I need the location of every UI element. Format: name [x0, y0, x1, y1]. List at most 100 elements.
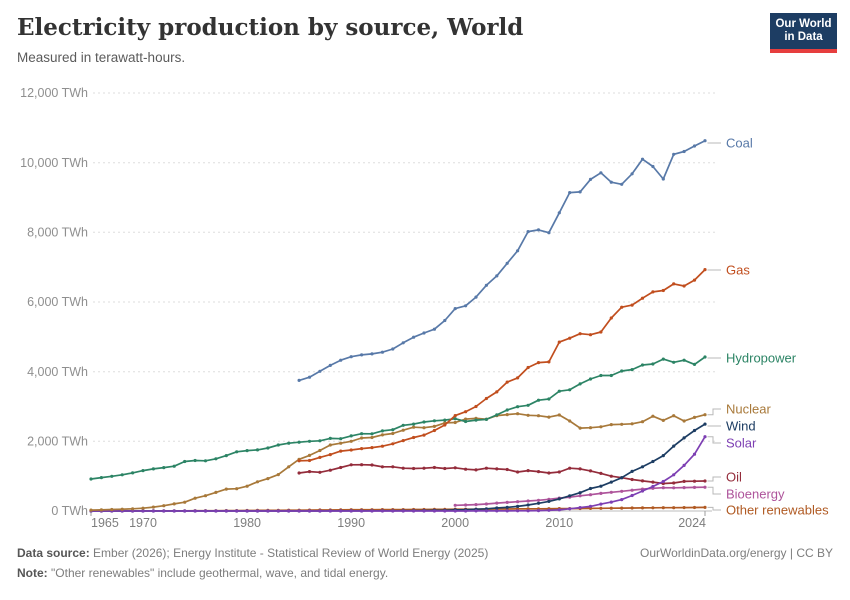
data-point-coal — [692, 144, 697, 148]
data-point-wind — [661, 454, 665, 458]
data-point-hydropower — [224, 454, 228, 458]
data-point-wind — [620, 476, 624, 480]
data-point-coal — [703, 139, 707, 143]
data-point-nuclear — [141, 506, 145, 510]
data-point-nuclear — [464, 417, 468, 421]
data-point-other-renewables — [609, 506, 613, 510]
data-point-solar — [380, 509, 384, 513]
data-point-nuclear — [276, 473, 280, 477]
data-point-gas — [318, 455, 322, 459]
series-gas[interactable] — [297, 268, 707, 463]
data-point-coal — [599, 171, 603, 175]
page-title: Electricity production by source, World — [17, 14, 524, 41]
data-point-wind — [578, 491, 582, 495]
data-point-hydropower — [536, 398, 541, 402]
data-point-solar — [484, 509, 488, 513]
series-oil[interactable] — [297, 463, 707, 486]
data-point-coal — [672, 152, 676, 156]
data-point-hydropower — [443, 418, 447, 422]
data-point-nuclear — [99, 508, 103, 512]
data-point-oil — [307, 470, 312, 474]
series-line-coal[interactable] — [298, 139, 706, 382]
series-solar[interactable] — [89, 435, 707, 513]
data-point-coal — [297, 378, 301, 382]
data-point-solar — [495, 509, 499, 513]
data-point-wind — [495, 506, 499, 510]
data-point-solar — [703, 435, 707, 439]
data-point-gas — [495, 390, 499, 394]
data-point-wind — [703, 422, 707, 426]
series-line-gas[interactable] — [298, 268, 706, 462]
data-point-oil — [318, 470, 322, 474]
data-point-hydropower — [287, 441, 291, 445]
note-text: "Other renewables" include geothermal, w… — [51, 566, 389, 580]
data-point-oil — [412, 466, 416, 471]
legend-label-wind[interactable]: Wind — [726, 419, 756, 434]
data-point-solar — [443, 509, 447, 513]
data-point-other-renewables — [703, 505, 707, 509]
data-point-gas — [432, 428, 436, 433]
data-point-wind — [682, 436, 686, 440]
data-point-bioenergy — [672, 486, 676, 490]
data-point-wind — [516, 504, 520, 508]
data-point-solar — [661, 479, 665, 484]
data-point-gas — [588, 333, 593, 337]
series-coal[interactable] — [297, 139, 707, 382]
data-point-bioenergy — [682, 486, 686, 490]
data-point-solar — [516, 509, 520, 513]
legend-label-hydropower[interactable]: Hydropower — [726, 351, 797, 366]
data-point-hydropower — [505, 408, 509, 412]
legend-label-coal[interactable]: Coal — [726, 136, 753, 151]
data-point-other-renewables — [640, 506, 645, 510]
legend-label-solar[interactable]: Solar — [726, 436, 757, 451]
data-point-oil — [360, 463, 364, 467]
data-point-bioenergy — [516, 500, 520, 504]
attribution-link[interactable]: OurWorldinData.org/energy | CC BY — [640, 546, 833, 560]
legend-label-other-renewables[interactable]: Other renewables — [726, 503, 829, 518]
series-nuclear[interactable] — [89, 412, 707, 512]
data-point-nuclear — [339, 441, 343, 445]
data-point-nuclear — [547, 415, 551, 419]
data-point-solar — [568, 507, 572, 511]
data-point-gas — [412, 435, 416, 440]
data-point-hydropower — [484, 417, 488, 421]
data-point-nuclear — [235, 487, 239, 491]
legend-label-gas[interactable]: Gas — [726, 263, 750, 278]
data-point-nuclear — [609, 423, 613, 427]
data-point-oil — [588, 469, 593, 473]
data-point-nuclear — [578, 426, 582, 430]
series-line-solar[interactable] — [90, 435, 706, 512]
data-point-solar — [162, 509, 166, 513]
data-point-gas — [328, 453, 332, 457]
data-point-nuclear — [630, 422, 634, 426]
data-point-nuclear — [172, 502, 176, 506]
legend-label-nuclear[interactable]: Nuclear — [726, 402, 771, 417]
data-point-hydropower — [464, 419, 468, 424]
series-line-nuclear[interactable] — [90, 412, 706, 511]
data-point-hydropower — [120, 473, 124, 477]
data-point-oil — [568, 466, 572, 470]
series-line-oil[interactable] — [298, 463, 706, 485]
data-point-solar — [349, 509, 353, 513]
data-point-solar — [287, 509, 291, 513]
series-line-hydropower[interactable] — [90, 356, 706, 480]
data-point-solar — [318, 509, 322, 513]
data-point-hydropower — [266, 446, 270, 450]
owid-logo[interactable]: Our World in Data — [770, 13, 837, 53]
series-hydropower[interactable] — [89, 355, 707, 481]
data-point-solar — [183, 509, 187, 513]
data-point-oil — [380, 465, 384, 469]
data-point-solar — [453, 509, 457, 513]
data-point-nuclear — [412, 425, 416, 429]
chart-footer: Data source: Ember (2026); Energy Instit… — [17, 546, 833, 580]
data-point-solar — [266, 509, 270, 513]
data-point-oil — [349, 463, 353, 467]
legend-label-bioenergy[interactable]: Bioenergy — [726, 487, 785, 502]
data-point-coal — [453, 307, 457, 311]
owid-logo-line1: Our World — [775, 18, 832, 30]
data-point-oil — [453, 466, 457, 470]
legend-label-oil[interactable]: Oil — [726, 470, 742, 485]
series-bioenergy[interactable] — [453, 485, 707, 507]
